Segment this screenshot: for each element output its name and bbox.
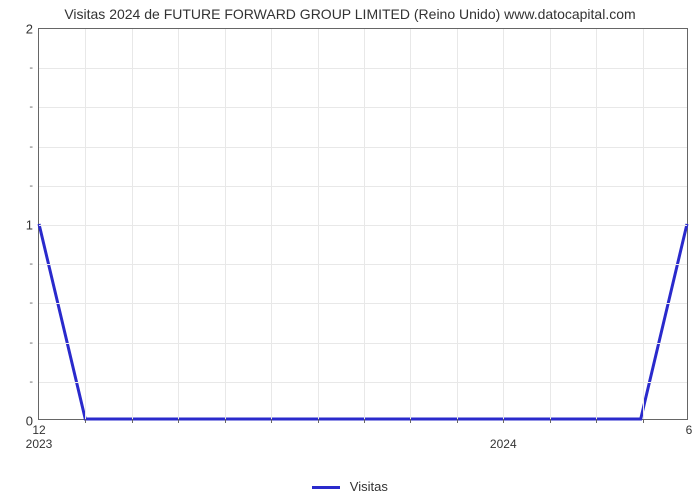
x-tick-mark [225,419,226,423]
y-minor-dash: - [29,376,33,388]
y-minor-dash: - [29,297,33,309]
legend-swatch [312,486,340,489]
y-minor-dash: - [29,337,33,349]
chart-container: Visitas 2024 de FUTURE FORWARD GROUP LIM… [0,0,700,500]
gridline-h [39,382,687,383]
x-tick-mark [364,419,365,423]
x-tick-mark [271,419,272,423]
chart-title: Visitas 2024 de FUTURE FORWARD GROUP LIM… [0,6,700,22]
gridline-h [39,264,687,265]
gridline-v [503,29,504,419]
gridline-h [39,186,687,187]
y-minor-dash: - [29,258,33,270]
series-line [39,224,687,419]
y-tick-label: 2 [26,22,33,37]
gridline-v [225,29,226,419]
x-tick-label: 6 [686,423,693,437]
y-tick-label: 1 [26,218,33,233]
gridline-v [318,29,319,419]
y-minor-dash: - [29,141,33,153]
gridline-v [410,29,411,419]
x-tick-label-year: 2023 [26,437,53,451]
x-tick-mark [596,419,597,423]
gridline-v [596,29,597,419]
gridline-h [39,303,687,304]
x-tick-label-year: 2024 [490,437,517,451]
gridline-h [39,147,687,148]
x-tick-mark [503,419,504,423]
gridline-v [271,29,272,419]
gridline-v [550,29,551,419]
gridline-v [643,29,644,419]
legend: Visitas [0,479,700,494]
legend-label: Visitas [350,479,388,494]
y-minor-dash: - [29,180,33,192]
gridline-h [39,225,687,226]
y-minor-dash: - [29,62,33,74]
gridline-v [132,29,133,419]
x-tick-mark [318,419,319,423]
x-tick-mark [550,419,551,423]
gridline-v [457,29,458,419]
line-layer [39,29,687,419]
gridline-v [178,29,179,419]
gridline-h [39,68,687,69]
x-tick-label: 12 [32,423,45,437]
gridline-h [39,343,687,344]
y-minor-dash: - [29,101,33,113]
gridline-v [85,29,86,419]
x-tick-mark [643,419,644,423]
x-tick-mark [132,419,133,423]
x-tick-mark [410,419,411,423]
gridline-h [39,107,687,108]
x-tick-mark [457,419,458,423]
plot-area: 012--------12620232024 [38,28,688,420]
x-tick-mark [178,419,179,423]
gridline-v [364,29,365,419]
x-tick-mark [85,419,86,423]
